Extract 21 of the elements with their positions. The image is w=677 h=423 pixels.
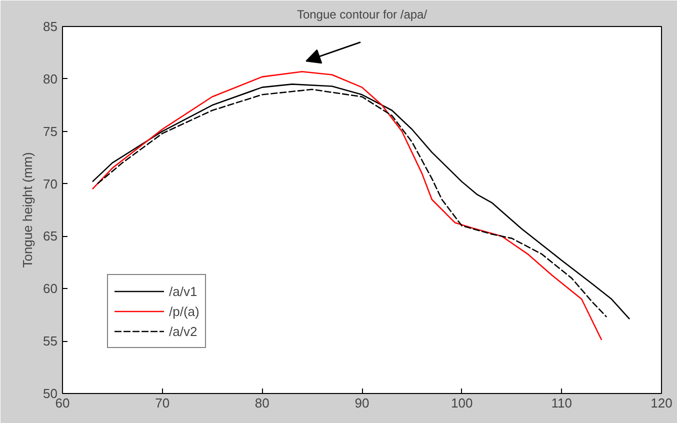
legend-label: /a/v2 bbox=[169, 324, 198, 338]
x-tick-label: 110 bbox=[551, 396, 572, 410]
y-axis-title: Tongue height (mm) bbox=[20, 152, 36, 268]
y-tick-label: 60 bbox=[43, 281, 58, 296]
y-tick-label: 65 bbox=[43, 228, 58, 244]
x-tick-label: 90 bbox=[354, 396, 370, 410]
legend-label: /a/v1 bbox=[169, 284, 198, 298]
legend-label: /p/(a) bbox=[169, 304, 200, 318]
y-tick-label: 85 bbox=[43, 19, 58, 34]
chart-title: Tongue contour for /apa/ bbox=[296, 8, 428, 22]
y-tick-label: 55 bbox=[43, 334, 58, 349]
x-tick-label: 80 bbox=[254, 396, 270, 410]
y-tick-label: 80 bbox=[43, 71, 58, 86]
line-series bbox=[92, 70, 602, 341]
y-tick-label: 70 bbox=[43, 176, 58, 192]
x-tick-label: 100 bbox=[450, 396, 473, 410]
x-tick-label: 120 bbox=[650, 396, 672, 410]
y-tick-label: 75 bbox=[43, 124, 58, 139]
x-tick-label: 70 bbox=[155, 396, 170, 410]
y-tick-label: 50 bbox=[43, 386, 58, 401]
x-tick-label: 60 bbox=[55, 396, 70, 410]
